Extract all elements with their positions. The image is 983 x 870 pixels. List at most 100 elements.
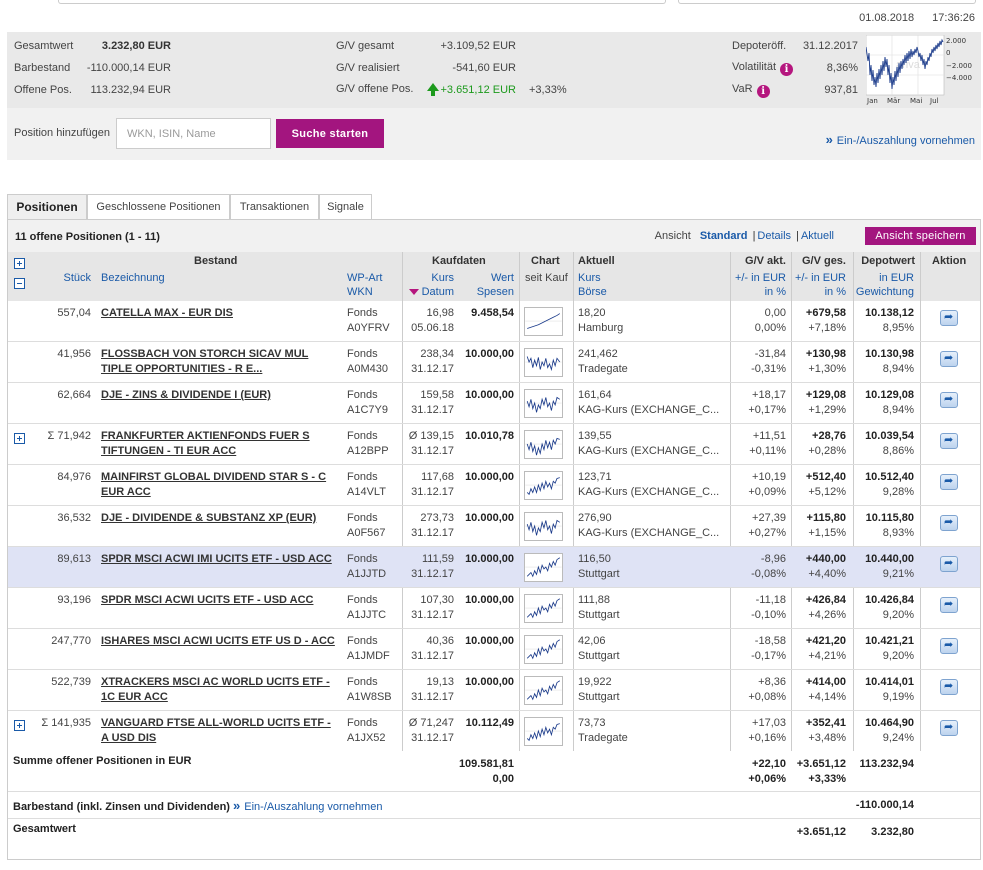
tab-positionen[interactable]: Positionen bbox=[7, 194, 87, 220]
header-gv-akt-pct[interactable]: in % bbox=[764, 286, 786, 298]
summary-pct: +3,33% bbox=[529, 84, 567, 96]
sum-wert: 109.581,81 bbox=[458, 758, 514, 770]
cell-bezeichnung[interactable]: FLOSSBACH VON STORCH SICAV MUL TIPLE OPP… bbox=[101, 348, 309, 375]
table-row[interactable]: 84,976 MAINFIRST GLOBAL DIVIDEND STAR S -… bbox=[8, 465, 980, 506]
header-boerse[interactable]: Börse bbox=[578, 286, 607, 298]
cell-bezeichnung[interactable]: VANGUARD FTSE ALL-WORLD UCITS ETF - A US… bbox=[101, 717, 331, 744]
cell-bezeichnung[interactable]: CATELLA MAX - EUR DIS bbox=[101, 307, 233, 319]
cell-bezeichnung[interactable]: FRANKFURTER AKTIENFONDS FUER S TIFTUNGEN… bbox=[101, 430, 310, 457]
table-row[interactable]: 89,613 SPDR MSCI ACWI IMI UCITS ETF - USD… bbox=[8, 547, 980, 588]
header-spesen[interactable]: Spesen bbox=[476, 286, 514, 298]
cell-bezeichnung[interactable]: SPDR MSCI ACWI UCITS ETF - USD ACC bbox=[101, 594, 314, 606]
header-datum[interactable]: Datum bbox=[403, 286, 454, 298]
sparkline-chart[interactable] bbox=[524, 594, 563, 623]
sparkline-chart[interactable] bbox=[524, 389, 563, 418]
cell-kurs: 111,59 bbox=[421, 553, 454, 565]
tab-signale[interactable]: Signale bbox=[319, 194, 372, 220]
cell-wkn: A14VLT bbox=[347, 486, 386, 498]
header-stueck[interactable]: Stück bbox=[63, 272, 91, 284]
info-icon[interactable]: i bbox=[780, 63, 794, 76]
row-action-button[interactable] bbox=[940, 351, 958, 367]
tab-geschlossene-positionen[interactable]: Geschlossene Positionen bbox=[87, 194, 230, 220]
column-divider bbox=[920, 252, 921, 751]
table-row[interactable]: 62,664 DJE - ZINS & DIVIDENDE I (EUR) Fond… bbox=[8, 383, 980, 424]
cell-datum: 31.12.17 bbox=[411, 650, 454, 662]
sparkline-chart[interactable] bbox=[524, 348, 563, 377]
cell-depotwert: 10.512,40 bbox=[865, 471, 914, 483]
row-action-button[interactable] bbox=[940, 597, 958, 613]
header-gv-akt-eur[interactable]: +/- in EUR bbox=[734, 272, 786, 284]
sum-spesen: 0,00 bbox=[492, 773, 514, 785]
table-row[interactable]: 41,956 FLOSSBACH VON STORCH SICAV MUL TIP… bbox=[8, 342, 980, 383]
row-action-button[interactable] bbox=[940, 392, 958, 408]
top-field-right[interactable] bbox=[678, 0, 976, 4]
info-icon[interactable]: i bbox=[756, 85, 770, 98]
header-wert[interactable]: Wert bbox=[490, 272, 514, 284]
cell-wpart: Fonds bbox=[347, 389, 378, 401]
cell-gewichtung: 9,28% bbox=[882, 486, 914, 498]
table-row[interactable]: 557,04 CATELLA MAX - EUR DIS Fonds A0YFRV 16… bbox=[8, 301, 980, 342]
cell-gv-akt-pct: -0,10% bbox=[751, 609, 786, 621]
row-action-button[interactable] bbox=[940, 310, 958, 326]
table-row[interactable]: 522,739 XTRACKERS MSCI AC WORLD UCITS ETF… bbox=[8, 670, 980, 711]
portfolio-minichart[interactable]: ariva 2.000 0 −2.000 −4.000 Jan Mär Mai … bbox=[866, 35, 978, 105]
row-action-button[interactable] bbox=[940, 638, 958, 654]
save-view-button[interactable]: Ansicht speichern bbox=[865, 227, 976, 245]
header-gewichtung[interactable]: Gewichtung bbox=[855, 286, 914, 298]
cell-bezeichnung[interactable]: XTRACKERS MSCI AC WORLD UCITS ETF - 1C E… bbox=[101, 676, 330, 703]
cell-bezeichnung[interactable]: SPDR MSCI ACWI IMI UCITS ETF - USD ACC bbox=[101, 553, 332, 565]
expand-all-icon[interactable] bbox=[14, 258, 25, 269]
sparkline-chart[interactable] bbox=[524, 717, 563, 746]
cell-depotwert: 10.130,98 bbox=[865, 348, 914, 360]
deposit-link[interactable]: » Ein-/Auszahlung vornehmen bbox=[825, 132, 975, 147]
cell-bezeichnung[interactable]: MAINFIRST GLOBAL DIVIDEND STAR S - C EUR… bbox=[101, 471, 327, 498]
view-standard[interactable]: Standard bbox=[699, 230, 748, 242]
row-action-button[interactable] bbox=[940, 474, 958, 490]
search-input[interactable] bbox=[116, 118, 271, 149]
chart-x-tick: Mär bbox=[887, 97, 900, 105]
sparkline-chart[interactable] bbox=[524, 553, 563, 582]
cell-gewichtung: 8,94% bbox=[882, 363, 914, 375]
table-row[interactable]: Σ 141,935 VANGUARD FTSE ALL-WORLD UCITS E… bbox=[8, 711, 980, 752]
header-gv-ges-pct[interactable]: in % bbox=[824, 286, 846, 298]
cell-gv-akt-pct: +0,17% bbox=[748, 404, 786, 416]
cell-gewichtung: 8,86% bbox=[882, 445, 914, 457]
header-depot-eur[interactable]: in EUR bbox=[879, 272, 914, 284]
search-button[interactable]: Suche starten bbox=[276, 119, 384, 148]
top-field-left[interactable] bbox=[58, 0, 666, 4]
table-row[interactable]: 247,770 ISHARES MSCI ACWI UCITS ETF US D … bbox=[8, 629, 980, 670]
expand-row-icon[interactable] bbox=[14, 720, 25, 731]
cell-gv-ges: +440,00 bbox=[805, 553, 846, 565]
row-action-button[interactable] bbox=[940, 556, 958, 572]
header-bezeichnung[interactable]: Bezeichnung bbox=[101, 272, 165, 284]
row-action-button[interactable] bbox=[940, 679, 958, 695]
tab-transaktionen[interactable]: Transaktionen bbox=[230, 194, 319, 220]
sparkline-chart[interactable] bbox=[524, 471, 563, 500]
cell-bezeichnung[interactable]: DJE - ZINS & DIVIDENDE I (EUR) bbox=[101, 389, 271, 401]
row-action-button[interactable] bbox=[940, 720, 958, 736]
chart-y-tick: 2.000 bbox=[946, 37, 966, 45]
sparkline-chart[interactable] bbox=[524, 635, 563, 664]
header-wpart[interactable]: WP-Art bbox=[347, 272, 383, 284]
row-action-button[interactable] bbox=[940, 433, 958, 449]
cell-bezeichnung[interactable]: DJE - DIVIDENDE & SUBSTANZ XP (EUR) bbox=[101, 512, 317, 524]
sparkline-chart[interactable] bbox=[524, 307, 563, 336]
table-row[interactable]: Σ 71,942 FRANKFURTER AKTIENFONDS FUER S T… bbox=[8, 424, 980, 465]
table-row[interactable]: 36,532 DJE - DIVIDENDE & SUBSTANZ XP (EUR… bbox=[8, 506, 980, 547]
table-row[interactable]: 93,196 SPDR MSCI ACWI UCITS ETF - USD ACC… bbox=[8, 588, 980, 629]
sparkline-chart[interactable] bbox=[524, 430, 563, 459]
cell-stueck: 36,532 bbox=[57, 512, 91, 524]
header-kurs[interactable]: Kurs bbox=[431, 272, 454, 284]
header-akt-kurs[interactable]: Kurs bbox=[578, 272, 601, 284]
header-wkn[interactable]: WKN bbox=[347, 286, 373, 298]
view-aktuell[interactable]: Aktuell bbox=[800, 230, 834, 242]
cash-deposit-link[interactable]: Ein-/Auszahlung vornehmen bbox=[244, 801, 383, 813]
row-action-button[interactable] bbox=[940, 515, 958, 531]
sparkline-chart[interactable] bbox=[524, 512, 563, 541]
collapse-all-icon[interactable] bbox=[14, 278, 25, 289]
expand-row-icon[interactable] bbox=[14, 433, 25, 444]
cell-bezeichnung[interactable]: ISHARES MSCI ACWI UCITS ETF US D - ACC bbox=[101, 635, 335, 647]
view-details[interactable]: Details bbox=[757, 230, 792, 242]
sparkline-chart[interactable] bbox=[524, 676, 563, 705]
header-gv-ges-eur[interactable]: +/- in EUR bbox=[794, 272, 846, 284]
